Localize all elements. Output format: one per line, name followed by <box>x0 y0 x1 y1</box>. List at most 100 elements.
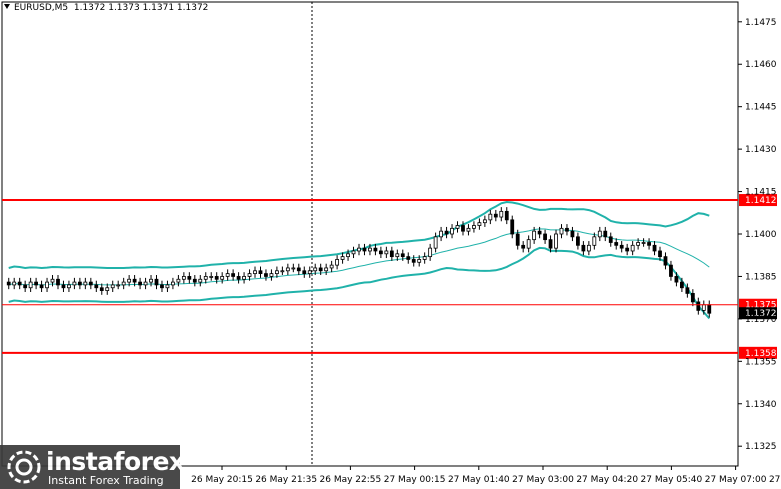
candle-body <box>400 253 405 258</box>
candle-body <box>472 225 476 229</box>
candle-body <box>707 304 712 314</box>
candle-body <box>439 230 443 238</box>
candle-body <box>510 219 515 235</box>
candle-body <box>679 281 684 289</box>
chart-header: EURUSD,M5 1.1372 1.1373 1.1371 1.1372 <box>4 3 208 13</box>
x-tick-label: 27 May 01:40 <box>448 475 510 485</box>
candle-body <box>422 256 427 260</box>
candle-body <box>690 293 695 303</box>
current-price-tag <box>739 307 777 320</box>
x-tick-label: 26 May 21:35 <box>255 475 317 485</box>
y-tick-label: 1.1385 <box>745 272 777 282</box>
candle-body <box>160 284 164 289</box>
candle-body <box>88 281 93 286</box>
candle-body <box>532 230 537 241</box>
candle-body <box>417 259 422 263</box>
candle-body <box>351 250 356 255</box>
candle-body <box>461 225 465 232</box>
candle-body <box>526 239 531 249</box>
candle-body <box>576 236 580 246</box>
candle-body <box>181 276 186 280</box>
candle-body <box>34 281 39 286</box>
candle-body <box>285 267 290 272</box>
price-level-label: 1.1375 <box>745 301 777 311</box>
candle-body <box>482 219 487 224</box>
x-tick-label: 27 May 05:40 <box>641 475 703 485</box>
candle-body <box>625 247 630 252</box>
price-axis: 1.1475 1.1460 1.1445 1.1430 1.1415 1.1400 1.13… <box>738 18 777 452</box>
candle-body <box>685 287 690 294</box>
candle-body <box>592 236 597 246</box>
candle-body <box>537 230 542 235</box>
candle-body <box>313 267 318 272</box>
logo-tagline: Instant Forex Trading <box>48 474 164 487</box>
candle-body <box>614 242 619 246</box>
candle-body <box>570 230 575 238</box>
candle-body <box>280 270 285 273</box>
candle-body <box>406 256 411 260</box>
candle-body <box>264 273 268 277</box>
candle-body <box>652 244 657 252</box>
dropdown-triangle-icon[interactable] <box>4 4 10 9</box>
candle-body <box>165 284 170 289</box>
y-tick-label: 1.1475 <box>745 18 777 28</box>
candle-body <box>154 278 159 286</box>
x-tick-label: 27 May 04:20 <box>576 475 638 485</box>
candle-body <box>225 273 230 277</box>
candle-body <box>28 281 33 289</box>
logo-name: instaforex <box>46 447 185 476</box>
candle-body <box>72 281 77 286</box>
candle-body <box>258 270 263 275</box>
y-tick-label: 1.1370 <box>745 315 777 325</box>
candle-body <box>554 233 558 249</box>
candle-body <box>324 267 329 272</box>
candle-body <box>362 247 367 252</box>
candle-body <box>198 278 203 283</box>
candle-body <box>357 247 361 252</box>
candle-body <box>641 242 646 244</box>
candle-body <box>275 270 279 275</box>
candle-body <box>433 236 438 249</box>
candle-body <box>45 281 49 289</box>
candle-body <box>253 270 257 275</box>
candle-body <box>143 281 148 286</box>
candle-body <box>581 244 586 252</box>
candle-body <box>138 281 142 286</box>
candle-body <box>231 273 236 277</box>
candle-body <box>647 242 651 246</box>
time-axis: 26 May 20:15 26 May 21:35 26 May 22:55 27 M… <box>191 466 781 485</box>
candle-body <box>302 270 307 275</box>
candle-body <box>389 250 394 258</box>
lower-band <box>8 246 711 320</box>
candle-body <box>236 276 241 280</box>
candle-body <box>603 230 608 238</box>
candle-body <box>368 247 372 252</box>
y-tick-label: 1.1460 <box>745 60 777 70</box>
instaforex-logo: instaforex Instant Forex Trading <box>0 445 185 489</box>
candle-body <box>203 276 208 280</box>
candle-body <box>455 225 460 229</box>
candle-body <box>192 278 197 283</box>
candle-body <box>488 213 493 221</box>
y-tick-label: 1.1340 <box>745 400 777 410</box>
candle-body <box>586 244 591 252</box>
candle-body <box>56 278 60 286</box>
candle-body <box>395 253 400 258</box>
candle-body <box>77 281 82 286</box>
y-tick-label: 1.1415 <box>745 188 777 198</box>
candle-body <box>110 284 115 289</box>
candle-body <box>83 281 88 286</box>
candle-body <box>67 284 71 289</box>
candle-body <box>307 270 312 275</box>
plot-frame <box>1 1 739 467</box>
candle-body <box>116 284 121 287</box>
candle-body <box>61 284 66 289</box>
candle-body <box>220 276 225 280</box>
candle-body <box>329 264 334 269</box>
candle-body <box>636 242 641 246</box>
candle-body <box>504 210 509 221</box>
candle-body <box>176 278 181 283</box>
candle-body <box>378 250 383 255</box>
candle-body <box>548 239 553 249</box>
